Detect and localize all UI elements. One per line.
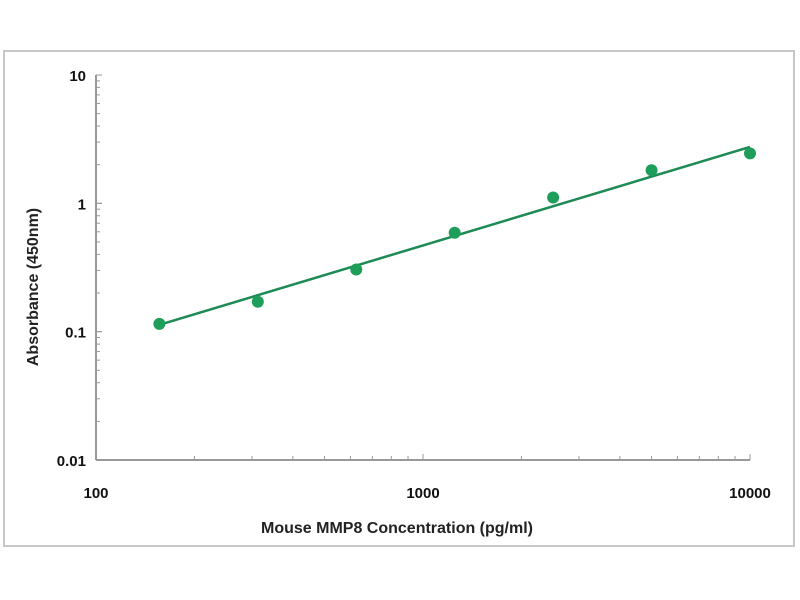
y-tick-label: 0.01: [57, 453, 86, 470]
x-tick-label: 1000: [406, 485, 439, 502]
x-axis-label: Mouse MMP8 Concentration (pg/ml): [261, 520, 533, 537]
data-point: [350, 263, 363, 276]
y-tick-label: 0.1: [65, 325, 86, 342]
data-point: [153, 317, 166, 330]
axes: [95, 74, 751, 461]
data-point: [547, 191, 560, 204]
y-tick-label: 10: [69, 68, 86, 85]
data-point: [448, 226, 461, 239]
x-tick-label: 10000: [729, 485, 771, 502]
data-point: [251, 295, 264, 308]
y-axis-label: Absorbance (450nm): [25, 208, 42, 366]
chart-frame: [3, 50, 795, 547]
data-point: [645, 164, 658, 177]
y-tick-label: 1: [78, 196, 86, 213]
x-tick-label: 100: [83, 485, 108, 502]
data-point: [744, 147, 756, 160]
